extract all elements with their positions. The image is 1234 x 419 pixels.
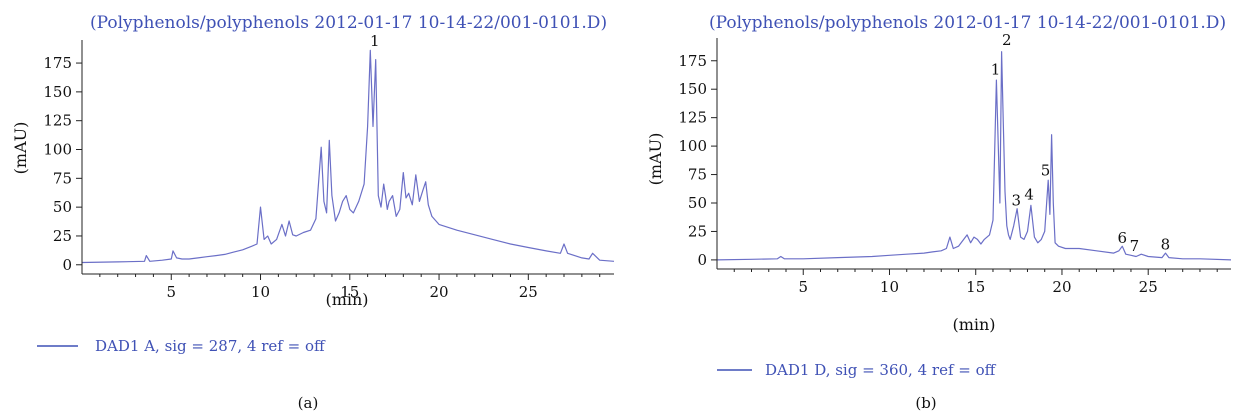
peak-label: 7 bbox=[1130, 237, 1140, 255]
peak-labels: 123 456 7 8 bbox=[991, 31, 1170, 255]
peak-label: 6 bbox=[1118, 229, 1128, 247]
peak-label: 5 bbox=[1041, 162, 1051, 180]
x-ticks: 5 10 15 20 25 bbox=[733, 269, 1218, 296]
legend-entry: DAD1 A, sig = 287, 4 ref = off bbox=[95, 337, 326, 355]
y-tick-label: 25 bbox=[53, 227, 72, 245]
y-tick-label: 125 bbox=[678, 109, 707, 127]
y-ticks: 0 25 50 75 100 125 150 175 bbox=[678, 52, 717, 269]
y-axis-label: (mAU) bbox=[646, 133, 665, 186]
y-tick-label: 100 bbox=[43, 141, 72, 159]
chart-panel-a: (Polyphenols/polyphenols 2012-01-17 10-1… bbox=[11, 13, 615, 412]
x-tick-label: 25 bbox=[519, 283, 538, 301]
y-tick-label: 0 bbox=[697, 251, 707, 269]
panel-caption: (b) bbox=[915, 394, 936, 412]
x-tick-label: 10 bbox=[880, 278, 899, 296]
peak-label: 2 bbox=[1002, 31, 1012, 49]
peak-label: 3 bbox=[1011, 191, 1021, 209]
y-tick-label: 125 bbox=[43, 112, 72, 130]
y-tick-label: 150 bbox=[43, 83, 72, 101]
y-tick-label: 50 bbox=[53, 198, 72, 216]
x-tick-label: 15 bbox=[966, 278, 985, 296]
chart-a: (Polyphenols/polyphenols 2012-01-17 10-1… bbox=[11, 13, 615, 412]
x-tick-label: 5 bbox=[798, 278, 808, 296]
chart-title: (Polyphenols/polyphenols 2012-01-17 10-1… bbox=[90, 13, 607, 33]
y-tick-label: 150 bbox=[678, 80, 707, 98]
chart-title: (Polyphenols/polyphenols 2012-01-17 10-1… bbox=[709, 13, 1226, 33]
peak-label: 8 bbox=[1161, 236, 1171, 254]
x-tick-label: 25 bbox=[1139, 278, 1158, 296]
x-axis-label: (min) bbox=[325, 290, 368, 309]
panel-caption: (a) bbox=[298, 394, 319, 412]
peak-labels: 1 bbox=[370, 32, 380, 50]
plot-area bbox=[716, 51, 1232, 261]
peak-label: 1 bbox=[991, 60, 1001, 78]
x-tick-label: 20 bbox=[1052, 278, 1071, 296]
y-tick-label: 175 bbox=[43, 54, 72, 72]
y-tick-label: 175 bbox=[678, 52, 707, 70]
peak-label: 1 bbox=[370, 32, 380, 50]
y-tick-label: 100 bbox=[678, 137, 707, 155]
series-line-0 bbox=[81, 49, 615, 264]
y-tick-label: 75 bbox=[688, 166, 707, 184]
chart-panel-b: (Polyphenols/polyphenols 2012-01-17 10-1… bbox=[617, 0, 1234, 419]
y-tick-label: 0 bbox=[62, 256, 72, 274]
y-axis-label: (mAU) bbox=[11, 122, 30, 175]
y-tick-label: 50 bbox=[688, 194, 707, 212]
x-tick-label: 10 bbox=[251, 283, 270, 301]
peak-label: 4 bbox=[1024, 186, 1034, 204]
y-tick-label: 25 bbox=[688, 222, 707, 240]
y-ticks: 0 25 50 75 100 125 150 175 bbox=[43, 54, 82, 274]
x-ticks: 5 10 15 20 25 bbox=[99, 274, 601, 301]
x-tick-label: 15 bbox=[340, 283, 359, 301]
legend-entry: DAD1 D, sig = 360, 4 ref = off bbox=[765, 361, 997, 379]
x-axis-label: (min) bbox=[952, 315, 995, 334]
x-tick-label: 20 bbox=[430, 283, 449, 301]
plot-area bbox=[81, 49, 615, 264]
series-line-0 bbox=[716, 51, 1232, 261]
x-tick-label: 5 bbox=[166, 283, 176, 301]
y-tick-label: 75 bbox=[53, 169, 72, 187]
chart-b: (Polyphenols/polyphenols 2012-01-17 10-1… bbox=[646, 13, 1232, 412]
